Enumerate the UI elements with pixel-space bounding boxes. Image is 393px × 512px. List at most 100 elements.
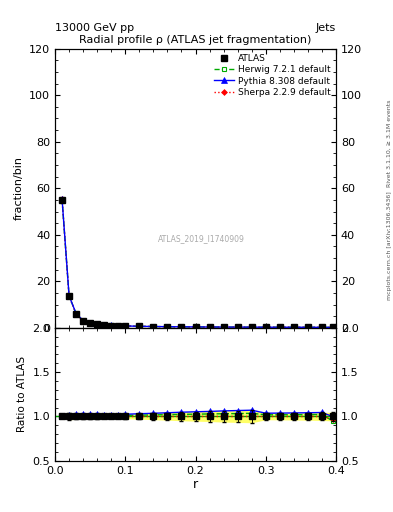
Pythia 8.308 default (81, 317, 86, 324)
Herwig 7.2.1 default (263, 324, 268, 330)
Herwig 7.2.1 default (207, 324, 212, 330)
Sherpa 2.2.9 default (165, 324, 170, 330)
Text: Rivet 3.1.10, ≥ 3.1M events: Rivet 3.1.10, ≥ 3.1M events (387, 100, 391, 187)
Sherpa 2.2.9 default (81, 318, 86, 324)
Sherpa 2.2.9 default (277, 324, 282, 330)
ATLAS (151, 324, 156, 330)
Pythia 8.308 default (102, 322, 107, 328)
Pythia 8.308 default (165, 324, 170, 330)
Sherpa 2.2.9 default (207, 324, 212, 330)
Pythia 8.308 default (263, 324, 268, 330)
ATLAS (330, 324, 335, 330)
ATLAS (123, 323, 128, 329)
ATLAS (95, 322, 99, 328)
Herwig 7.2.1 default (102, 322, 107, 328)
ATLAS (165, 324, 170, 330)
Pythia 8.308 default (207, 324, 212, 330)
Sherpa 2.2.9 default (263, 324, 268, 330)
Pythia 8.308 default (193, 324, 198, 330)
Line: Sherpa 2.2.9 default: Sherpa 2.2.9 default (60, 197, 334, 330)
ATLAS (193, 324, 198, 330)
Herwig 7.2.1 default (292, 324, 296, 330)
Y-axis label: Ratio to ATLAS: Ratio to ATLAS (17, 356, 27, 433)
ATLAS (292, 324, 296, 330)
Sherpa 2.2.9 default (74, 311, 79, 317)
Sherpa 2.2.9 default (193, 324, 198, 330)
Sherpa 2.2.9 default (151, 324, 156, 330)
Sherpa 2.2.9 default (67, 293, 72, 300)
Sherpa 2.2.9 default (250, 324, 254, 330)
Herwig 7.2.1 default (193, 324, 198, 330)
Legend: ATLAS, Herwig 7.2.1 default, Pythia 8.308 default, Sherpa 2.2.9 default: ATLAS, Herwig 7.2.1 default, Pythia 8.30… (211, 51, 334, 100)
Herwig 7.2.1 default (250, 324, 254, 330)
Herwig 7.2.1 default (137, 323, 142, 329)
Pythia 8.308 default (221, 324, 226, 330)
Pythia 8.308 default (292, 324, 296, 330)
Herwig 7.2.1 default (320, 324, 324, 330)
Herwig 7.2.1 default (109, 323, 114, 329)
Herwig 7.2.1 default (306, 324, 310, 330)
Sherpa 2.2.9 default (306, 324, 310, 330)
Line: ATLAS: ATLAS (59, 197, 335, 330)
Sherpa 2.2.9 default (330, 324, 335, 330)
Pythia 8.308 default (116, 323, 121, 329)
Sherpa 2.2.9 default (116, 323, 121, 329)
ATLAS (60, 197, 64, 203)
ATLAS (250, 324, 254, 330)
Pythia 8.308 default (235, 324, 240, 330)
Sherpa 2.2.9 default (60, 196, 64, 202)
Text: 13000 GeV pp: 13000 GeV pp (55, 23, 134, 33)
Pythia 8.308 default (137, 323, 142, 329)
Text: mcplots.cern.ch [arXiv:1306.3436]: mcplots.cern.ch [arXiv:1306.3436] (387, 191, 391, 300)
Y-axis label: fraction/bin: fraction/bin (13, 156, 24, 220)
Line: Pythia 8.308 default: Pythia 8.308 default (59, 196, 335, 330)
Herwig 7.2.1 default (151, 324, 156, 330)
Herwig 7.2.1 default (221, 324, 226, 330)
Pythia 8.308 default (306, 324, 310, 330)
Sherpa 2.2.9 default (88, 320, 92, 326)
Sherpa 2.2.9 default (292, 324, 296, 330)
ATLAS (235, 324, 240, 330)
ATLAS (207, 324, 212, 330)
ATLAS (320, 324, 324, 330)
Sherpa 2.2.9 default (221, 324, 226, 330)
Pythia 8.308 default (74, 310, 79, 316)
Herwig 7.2.1 default (277, 324, 282, 330)
ATLAS (221, 324, 226, 330)
ATLAS (277, 324, 282, 330)
Text: Jets: Jets (316, 23, 336, 33)
ATLAS (88, 320, 92, 326)
Sherpa 2.2.9 default (102, 322, 107, 328)
Herwig 7.2.1 default (165, 324, 170, 330)
Pythia 8.308 default (151, 324, 156, 330)
Sherpa 2.2.9 default (235, 324, 240, 330)
Herwig 7.2.1 default (88, 320, 92, 326)
Herwig 7.2.1 default (81, 317, 86, 324)
ATLAS (81, 318, 86, 324)
ATLAS (137, 323, 142, 329)
ATLAS (67, 293, 72, 300)
Herwig 7.2.1 default (74, 311, 79, 317)
Sherpa 2.2.9 default (109, 323, 114, 329)
Pythia 8.308 default (109, 323, 114, 329)
Title: Radial profile ρ (ATLAS jet fragmentation): Radial profile ρ (ATLAS jet fragmentatio… (79, 35, 312, 45)
ATLAS (109, 323, 114, 329)
Herwig 7.2.1 default (123, 323, 128, 329)
Sherpa 2.2.9 default (179, 324, 184, 330)
Herwig 7.2.1 default (95, 321, 99, 327)
Pythia 8.308 default (60, 196, 64, 202)
Herwig 7.2.1 default (60, 196, 64, 202)
Sherpa 2.2.9 default (95, 321, 99, 327)
Herwig 7.2.1 default (116, 323, 121, 329)
Sherpa 2.2.9 default (123, 323, 128, 329)
ATLAS (263, 324, 268, 330)
Pythia 8.308 default (320, 324, 324, 330)
Pythia 8.308 default (95, 321, 99, 327)
Sherpa 2.2.9 default (320, 324, 324, 330)
Herwig 7.2.1 default (67, 293, 72, 299)
Text: ATLAS_2019_I1740909: ATLAS_2019_I1740909 (158, 234, 244, 243)
Pythia 8.308 default (277, 324, 282, 330)
X-axis label: r: r (193, 478, 198, 492)
Herwig 7.2.1 default (179, 324, 184, 330)
ATLAS (306, 324, 310, 330)
